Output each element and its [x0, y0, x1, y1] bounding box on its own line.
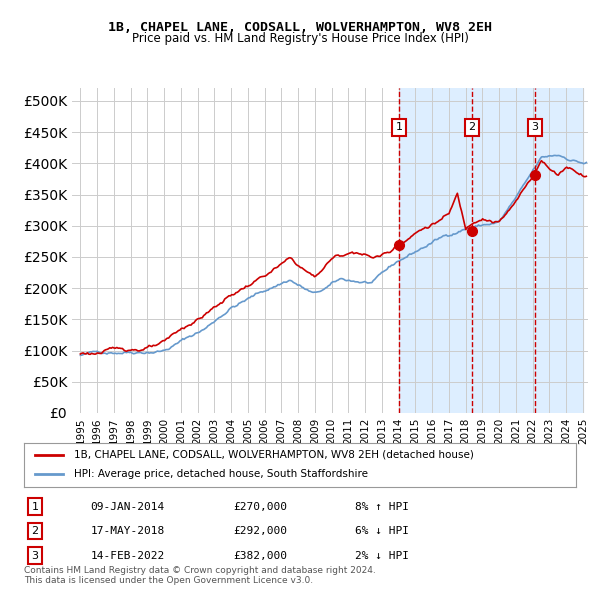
Text: 1B, CHAPEL LANE, CODSALL, WOLVERHAMPTON, WV8 2EH (detached house): 1B, CHAPEL LANE, CODSALL, WOLVERHAMPTON,…: [74, 450, 473, 460]
Text: 2% ↓ HPI: 2% ↓ HPI: [355, 550, 409, 560]
Text: £382,000: £382,000: [234, 550, 288, 560]
Text: 2: 2: [469, 123, 476, 132]
Bar: [399, 88, 583, 413]
Bar: [535, 88, 583, 413]
Text: HPI: Average price, detached house, South Staffordshire: HPI: Average price, detached house, Sout…: [74, 470, 368, 479]
Text: £270,000: £270,000: [234, 502, 288, 512]
Text: 17-MAY-2018: 17-MAY-2018: [90, 526, 164, 536]
Text: 2: 2: [31, 526, 38, 536]
Text: 6% ↓ HPI: 6% ↓ HPI: [355, 526, 409, 536]
Text: £292,000: £292,000: [234, 526, 288, 536]
Text: This data is licensed under the Open Government Licence v3.0.: This data is licensed under the Open Gov…: [24, 576, 313, 585]
Text: Contains HM Land Registry data © Crown copyright and database right 2024.: Contains HM Land Registry data © Crown c…: [24, 566, 376, 575]
Text: 09-JAN-2014: 09-JAN-2014: [90, 502, 164, 512]
Text: 1: 1: [395, 123, 403, 132]
Text: Price paid vs. HM Land Registry's House Price Index (HPI): Price paid vs. HM Land Registry's House …: [131, 32, 469, 45]
Text: 14-FEB-2022: 14-FEB-2022: [90, 550, 164, 560]
Text: 1B, CHAPEL LANE, CODSALL, WOLVERHAMPTON, WV8 2EH: 1B, CHAPEL LANE, CODSALL, WOLVERHAMPTON,…: [108, 21, 492, 34]
Text: 3: 3: [32, 550, 38, 560]
Text: 1: 1: [32, 502, 38, 512]
Text: 8% ↑ HPI: 8% ↑ HPI: [355, 502, 409, 512]
Text: 3: 3: [531, 123, 538, 132]
